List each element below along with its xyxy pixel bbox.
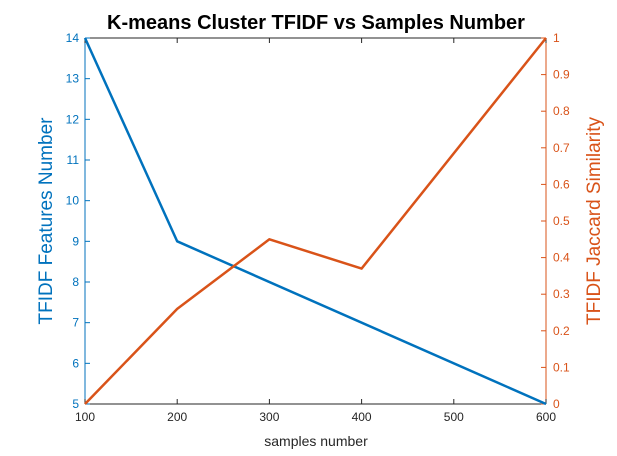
y-left-tick-label: 8 (72, 275, 79, 289)
y-axis-left-label: TFIDF Features Number (36, 117, 57, 325)
y-left-tick-label: 7 (72, 316, 79, 330)
axes-layer: 100 200 300 400 500 600 5 6 7 8 9 10 11 12 13 14 0 0.1 0.2… (66, 31, 570, 424)
x-tick-label: 300 (259, 410, 279, 424)
y-right-tick-label: 0.3 (553, 287, 570, 301)
x-tick-label: 500 (444, 410, 464, 424)
x-tick-label: 200 (167, 410, 187, 424)
y-right-tick-label: 0 (553, 397, 560, 411)
y-left-tick-label: 12 (66, 112, 80, 126)
y-right-tick-label: 0.1 (553, 360, 570, 374)
y-axis-right-label: TFIDF Jaccard Similarity (584, 117, 605, 325)
y-left-tick-label: 10 (66, 194, 80, 208)
y-left-tick-label: 9 (72, 234, 79, 248)
y-right-tick-label: 0.2 (553, 324, 570, 338)
series-layer (83, 37, 547, 406)
y-left-tick-label: 11 (67, 153, 80, 167)
y-right-tick-label: 0.8 (553, 104, 570, 118)
series-line-features-number (83, 37, 547, 406)
y-right-tick-label: 1 (553, 31, 560, 45)
y-right-tick-label: 0.4 (553, 251, 570, 265)
x-tick-label: 100 (75, 410, 95, 424)
x-axis-label: samples number (264, 433, 368, 449)
y-right-tick-label: 0.7 (553, 141, 570, 155)
y-left-tick-label: 6 (72, 356, 79, 370)
y-right-tick-label: 0.5 (553, 214, 570, 228)
y-left-tick-label: 5 (72, 397, 79, 411)
y-left-tick-label: 13 (66, 72, 80, 86)
y-right-tick-label: 0.9 (553, 68, 570, 82)
y-left-tick-label: 14 (66, 31, 80, 45)
x-tick-label: 400 (352, 410, 372, 424)
x-tick-label: 600 (536, 410, 556, 424)
y-right-tick-label: 0.6 (553, 177, 570, 191)
series-line-jaccard-similarity (84, 37, 547, 405)
chart-title: K-means Cluster TFIDF vs Samples Number (107, 12, 525, 34)
